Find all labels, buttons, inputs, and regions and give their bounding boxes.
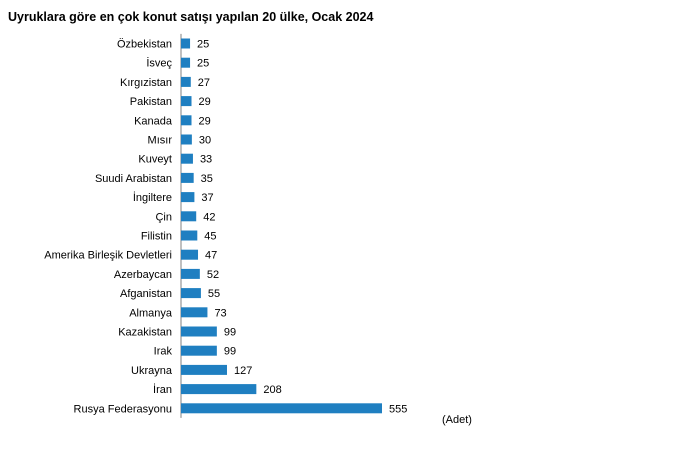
category-label: Mısır — [148, 135, 173, 147]
unit-label: (Adet) — [442, 414, 472, 426]
value-label: 47 — [205, 250, 217, 262]
value-label: 45 — [204, 231, 216, 243]
bar — [181, 268, 200, 279]
category-label: İsveç — [146, 57, 172, 70]
value-label: 52 — [207, 269, 219, 281]
bar — [181, 57, 191, 68]
category-label: İran — [153, 383, 172, 396]
category-label: Almanya — [129, 307, 173, 319]
category-label: İngiltere — [133, 191, 172, 204]
value-label: 37 — [201, 192, 213, 204]
value-label: 555 — [389, 403, 407, 415]
bar — [181, 230, 198, 241]
bar — [181, 153, 193, 164]
category-label: Filistin — [141, 231, 172, 243]
bar — [181, 249, 199, 260]
value-label: 33 — [200, 154, 212, 166]
bar — [181, 115, 192, 126]
category-label: Kuveyt — [138, 154, 172, 166]
value-label: 42 — [203, 211, 215, 223]
chart-title: Uyruklara göre en çok konut satışı yapıl… — [8, 10, 374, 24]
category-label: Çin — [155, 211, 172, 223]
bars-group: Özbekistan 25 İsveç 25 Kırgızistan 27 Pakistan… — [44, 38, 407, 415]
bar — [181, 211, 197, 222]
category-label: Pakistan — [130, 96, 172, 108]
bar — [181, 38, 191, 49]
value-label: 35 — [201, 173, 213, 185]
value-label: 99 — [224, 327, 236, 339]
bar — [181, 76, 191, 87]
bar — [181, 288, 201, 299]
category-label: Kırgızistan — [120, 77, 172, 89]
bar — [181, 345, 217, 356]
category-label: Kanada — [134, 115, 173, 127]
bar — [181, 192, 195, 203]
value-label: 29 — [199, 115, 211, 127]
bar — [181, 134, 192, 145]
value-label: 30 — [199, 135, 211, 147]
value-label: 99 — [224, 346, 236, 358]
category-label: Rusya Federasyonu — [74, 403, 172, 415]
bar — [181, 364, 227, 375]
value-label: 73 — [214, 307, 226, 319]
value-label: 29 — [199, 96, 211, 108]
value-label: 25 — [197, 58, 209, 70]
value-label: 208 — [263, 384, 281, 396]
bar — [181, 172, 194, 183]
bar — [181, 403, 382, 414]
value-label: 27 — [198, 77, 210, 89]
value-label: 55 — [208, 288, 220, 300]
bar — [181, 326, 217, 337]
bar — [181, 307, 208, 318]
bar — [181, 96, 192, 107]
bar — [181, 384, 257, 395]
value-label: 25 — [197, 39, 209, 51]
category-label: Kazakistan — [118, 327, 172, 339]
category-label: Ukrayna — [131, 365, 173, 377]
category-label: Amerika Birleşik Devletleri — [44, 250, 172, 262]
category-label: Azerbaycan — [114, 269, 172, 281]
category-label: Afganistan — [120, 288, 172, 300]
category-label: Özbekistan — [117, 39, 172, 51]
category-label: Suudi Arabistan — [95, 173, 172, 185]
value-label: 127 — [234, 365, 252, 377]
category-label: Irak — [154, 346, 173, 358]
